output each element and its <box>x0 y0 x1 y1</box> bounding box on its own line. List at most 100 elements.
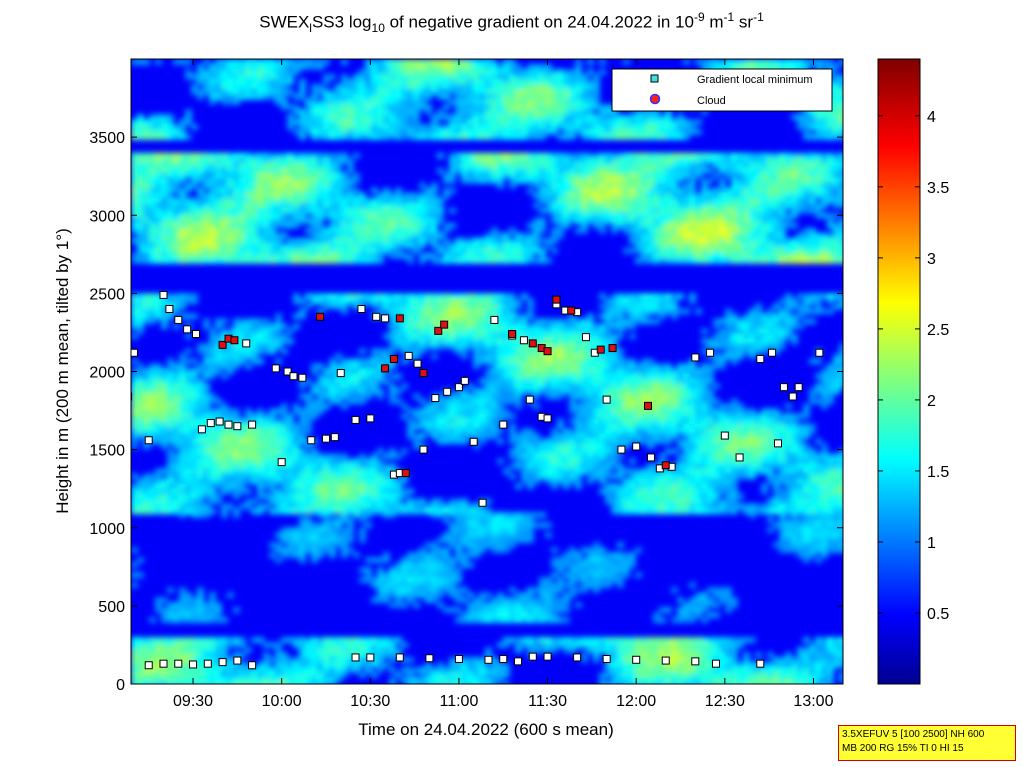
gradient-minimum-point <box>519 336 528 345</box>
gradient-minimum-point <box>277 458 286 467</box>
gradient-minimum-point <box>525 395 534 404</box>
y-axis-label: Height in m (200 m mean, tilted by 1°) <box>53 228 72 514</box>
heatmap-image <box>131 59 843 684</box>
x-tick-label: 10:30 <box>350 693 390 710</box>
colorbar-tick-label: 3 <box>927 251 936 268</box>
cloud-point <box>661 461 670 470</box>
cloud-point <box>395 314 404 323</box>
colorbar-tick-label: 1.5 <box>927 464 949 481</box>
y-tick-label: 2000 <box>89 365 125 382</box>
gradient-minimum-point <box>336 369 345 378</box>
gradient-minimum-point <box>425 654 434 663</box>
gradient-minimum-point <box>632 442 641 451</box>
gradient-minimum-point <box>351 653 360 662</box>
cloud-point <box>543 347 552 356</box>
cloud-point <box>644 401 653 410</box>
gradient-minimum-point <box>224 420 233 429</box>
gradient-minimum-point <box>484 655 493 664</box>
x-tick-label: 09:30 <box>173 693 213 710</box>
gradient-minimum-point <box>431 394 440 403</box>
gradient-minimum-point <box>366 653 375 662</box>
cloud-point <box>528 339 537 348</box>
gradient-minimum-point <box>395 653 404 662</box>
gradient-minimum-point <box>271 364 280 373</box>
gradient-minimum-point <box>543 414 552 423</box>
gradient-minimum-point <box>768 348 777 357</box>
legend-gradient-minimum-marker <box>650 74 659 83</box>
gradient-minimum-point <box>735 453 744 462</box>
gradient-minimum-point <box>189 660 198 669</box>
gradient-minimum-point <box>307 436 316 445</box>
legend-cloud-marker <box>649 93 661 105</box>
gradient-minimum-point <box>661 656 670 665</box>
x-axis: 09:30 10:00 10:30 11:00 11:30 12:00 12:30 13:00 <box>173 59 834 710</box>
cloud-point <box>508 330 517 338</box>
colorbar-tick-label: 3.5 <box>927 180 949 197</box>
x-tick-label: 11:30 <box>528 693 567 710</box>
cloud-point <box>440 320 449 329</box>
gradient-minimum-point <box>144 436 153 445</box>
gradient-minimum-point <box>774 439 783 448</box>
gradient-minimum-point <box>144 661 153 670</box>
gradient-minimum-point <box>460 376 469 385</box>
gradient-minimum-point <box>443 387 452 396</box>
legend-gradient-minimum-label: Gradient local minimum <box>697 74 813 86</box>
legend-cloud-label: Cloud <box>697 95 726 107</box>
cloud-point <box>434 326 443 335</box>
gradient-minimum-point <box>499 420 508 429</box>
y-tick-label: 2500 <box>89 286 125 303</box>
gradient-minimum-point <box>514 657 523 666</box>
gradient-minimum-point <box>646 453 655 462</box>
gradient-minimum-point <box>351 415 360 424</box>
gradient-minimum-point <box>159 659 168 668</box>
cloud-point <box>567 306 576 315</box>
gradient-minimum-point <box>490 315 499 324</box>
gradient-minimum-point <box>779 383 788 392</box>
gradient-minimum-point <box>815 348 824 357</box>
gradient-minimum-point <box>131 348 138 357</box>
gradient-minimum-point <box>528 652 537 661</box>
y-tick-label: 500 <box>98 599 125 616</box>
gradient-minimum-point <box>191 330 200 338</box>
gradient-minimum-point <box>283 367 292 376</box>
colorbar <box>877 58 921 685</box>
gradient-minimum-point <box>330 433 339 442</box>
gradient-minimum-point <box>233 656 242 665</box>
colorbar-tick-label: 4 <box>927 109 936 126</box>
x-axis-label: Time on 24.04.2022 (600 s mean) <box>358 720 613 739</box>
gradient-minimum-point <box>478 498 487 507</box>
gradient-minimum-point <box>602 395 611 404</box>
y-axis: 0 500 1000 1500 2000 2500 3000 3500 <box>89 130 843 694</box>
gradient-minimum-point <box>454 383 463 392</box>
gradient-minimum-point <box>215 417 224 426</box>
gradient-minimum-point <box>617 445 626 454</box>
cloud-point <box>316 312 325 321</box>
gradient-minimum-point <box>289 372 298 381</box>
gradient-minimum-point <box>573 653 582 662</box>
gradient-minimum-point <box>159 290 168 299</box>
colorbar-ticks: 0.5 1 1.5 2 2.5 3 3.5 4 <box>878 109 949 623</box>
stamp-line-1: 3.5XEFUV 5 [100 2500] NH 600 <box>842 729 985 740</box>
gradient-minimum-point <box>131 392 133 401</box>
cloud-point <box>596 345 605 354</box>
gradient-minimum-point <box>419 445 428 454</box>
gradient-minimum-point <box>381 314 390 323</box>
y-tick-label: 3500 <box>89 130 125 147</box>
cloud-point <box>419 369 428 378</box>
gradient-minimum-point <box>720 431 729 440</box>
gradient-minimum-point <box>543 652 552 661</box>
marker-layer <box>131 290 824 670</box>
gradient-minimum-point <box>706 348 715 357</box>
cloud-point <box>230 336 239 345</box>
gradient-minimum-point <box>248 661 257 670</box>
y-tick-label: 0 <box>116 677 125 694</box>
gradient-minimum-point <box>357 305 366 313</box>
gradient-minimum-point <box>756 355 765 363</box>
gradient-minimum-point <box>581 333 590 342</box>
gradient-minimum-point <box>218 658 227 667</box>
gradient-minimum-point <box>174 315 183 324</box>
gradient-minimum-point <box>165 305 174 313</box>
gradient-minimum-point <box>691 657 700 666</box>
cloud-point <box>218 340 227 349</box>
